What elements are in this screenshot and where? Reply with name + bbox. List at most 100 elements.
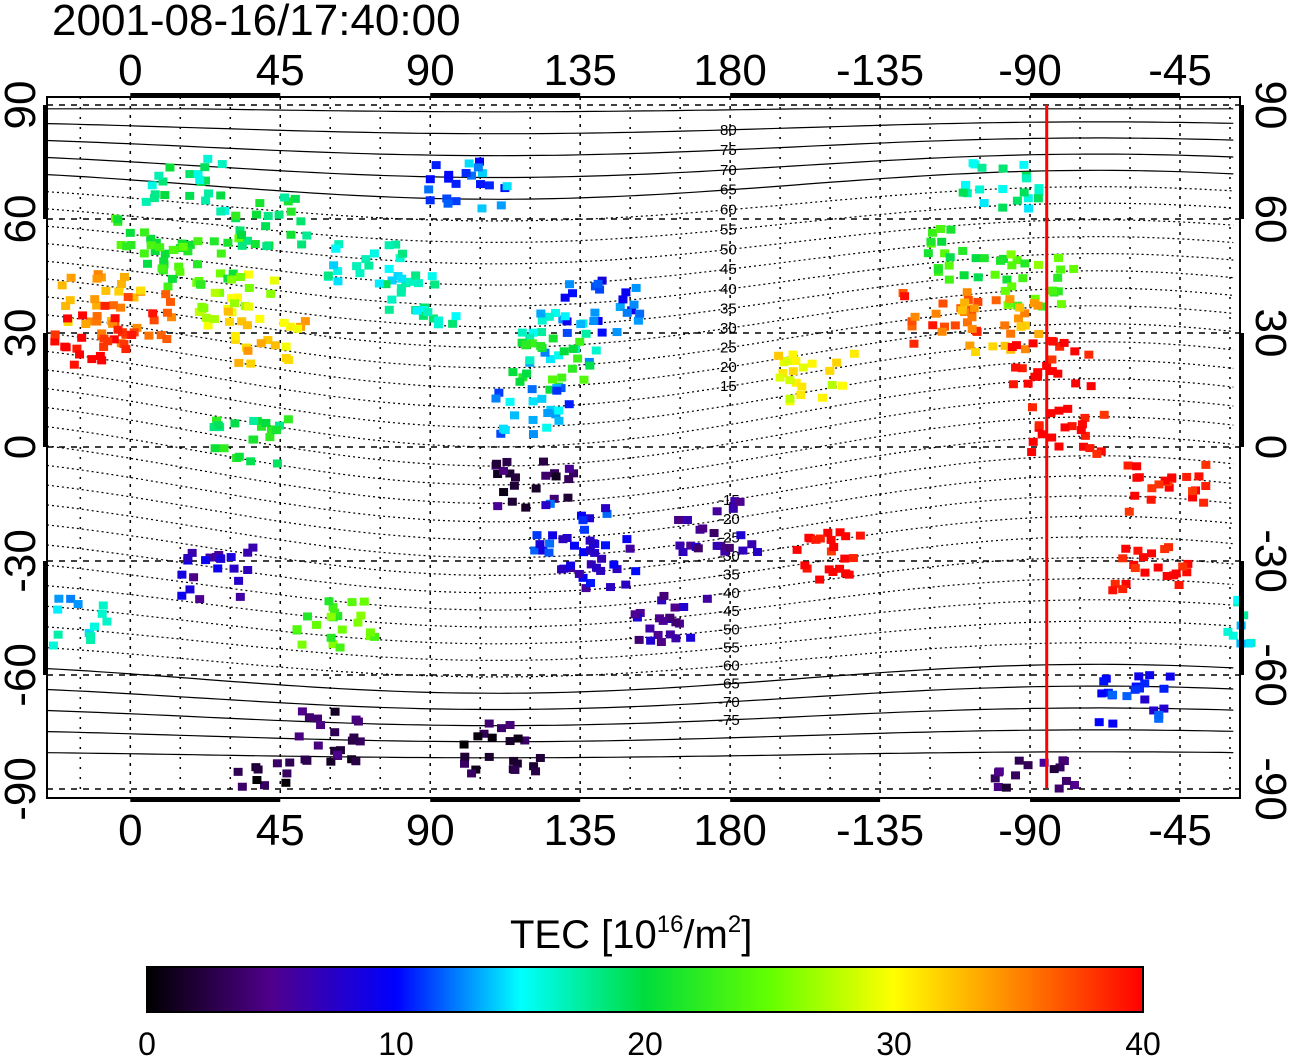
tec-cell <box>509 481 519 490</box>
tec-cell <box>498 466 508 475</box>
tec-cell <box>563 493 573 502</box>
tec-cell <box>284 356 294 365</box>
tec-cell <box>492 459 502 468</box>
tec-cell <box>395 254 405 263</box>
tec-cell <box>581 329 591 338</box>
tec-cell <box>272 426 282 435</box>
tec-cell <box>774 351 784 360</box>
tec-cell <box>962 318 972 327</box>
plot-frame <box>46 96 1241 799</box>
tec-cell <box>460 759 470 768</box>
tec-cell <box>970 160 980 169</box>
tec-cell <box>274 210 284 219</box>
tec-cell <box>162 308 172 317</box>
contour-label: 55 <box>720 222 737 239</box>
tec-cell <box>645 624 655 633</box>
contour-line <box>46 219 1234 265</box>
tec-cell <box>502 457 512 466</box>
contour-label: 75 <box>720 142 737 159</box>
tec-cell <box>1048 286 1058 295</box>
tec-cell <box>1154 480 1164 489</box>
tec-cell <box>243 270 253 279</box>
tec-cell <box>973 297 983 306</box>
tec-cell <box>686 541 696 550</box>
tec-cell <box>1108 586 1118 595</box>
tec-cell <box>1118 585 1128 594</box>
axes: 0045459090135135180180-135-135-90-90-45-… <box>0 46 1292 855</box>
tec-cell <box>554 406 564 415</box>
tec-cell <box>493 470 503 479</box>
tec-cell <box>990 774 1000 783</box>
tec-cell <box>1154 711 1164 720</box>
tec-cell <box>730 497 740 506</box>
tec-cell <box>113 215 123 224</box>
contour-line <box>46 153 1234 179</box>
tec-cell <box>77 333 87 342</box>
tec-cell <box>226 553 236 562</box>
tec-cell <box>369 249 379 258</box>
y-tick-label-left: 30 <box>0 309 45 358</box>
tec-cell <box>1063 404 1073 413</box>
tec-cell <box>423 308 433 317</box>
tec-cell <box>1015 303 1025 312</box>
x-tick-label-bottom: 135 <box>543 806 616 855</box>
contour-label: 40 <box>720 281 737 298</box>
tec-cell <box>797 382 807 391</box>
tec-cell <box>66 594 76 603</box>
tec-cell <box>540 348 550 357</box>
tec-cell <box>1188 487 1198 496</box>
tec-cell <box>484 752 494 761</box>
tec-cell <box>658 616 668 625</box>
contour-line <box>46 536 1234 594</box>
tec-cell <box>601 541 611 550</box>
tec-cell <box>1201 482 1211 491</box>
tec-cell <box>165 297 175 306</box>
contour-line <box>46 378 1234 448</box>
colorbar-label: TEC [1016/m2] <box>510 911 752 957</box>
tec-cell <box>1097 689 1107 698</box>
tec-cell <box>110 314 120 323</box>
tec-cell <box>1020 309 1030 318</box>
tec-cell <box>311 620 321 629</box>
tec-cell <box>296 217 306 226</box>
tec-cell <box>246 457 256 466</box>
tec-cell <box>564 475 574 484</box>
tec-cell <box>1118 554 1128 563</box>
tec-cell <box>958 246 968 255</box>
tec-cell <box>998 203 1008 212</box>
tec-cell <box>549 494 559 503</box>
tec-cell <box>538 457 548 466</box>
tec-cell <box>139 249 149 258</box>
tec-cell <box>977 163 987 172</box>
tec-cell <box>1054 442 1064 451</box>
tec-cell <box>1012 196 1022 205</box>
tec-cell <box>537 328 547 337</box>
tec-cell <box>232 293 242 302</box>
tec-cell <box>979 199 989 208</box>
tec-cell <box>502 182 512 191</box>
x-tick-label-top: -45 <box>1148 46 1212 95</box>
tec-cell <box>542 423 552 432</box>
tec-cell <box>527 339 537 348</box>
tec-cell <box>57 281 67 290</box>
tec-cell <box>73 600 83 609</box>
contour-label: -60 <box>718 658 740 675</box>
tec-cell <box>411 271 421 280</box>
tec-cell <box>370 632 380 641</box>
tec-cell <box>973 273 983 282</box>
tec-cell <box>1023 194 1033 203</box>
tec-cell <box>686 633 696 642</box>
tec-cell <box>86 632 96 641</box>
contour-label: 30 <box>720 320 737 337</box>
contour-label: 60 <box>720 202 737 219</box>
tec-cell <box>1182 568 1192 577</box>
contour-line <box>46 707 1234 727</box>
tec-cell <box>451 197 461 206</box>
tec-cell <box>505 469 515 478</box>
tec-cell <box>215 269 225 278</box>
tec-cell <box>1145 671 1155 680</box>
tec-cell <box>237 782 247 791</box>
tec-cell <box>159 257 169 266</box>
tec-cell <box>347 598 357 607</box>
tec-cell <box>129 293 139 302</box>
